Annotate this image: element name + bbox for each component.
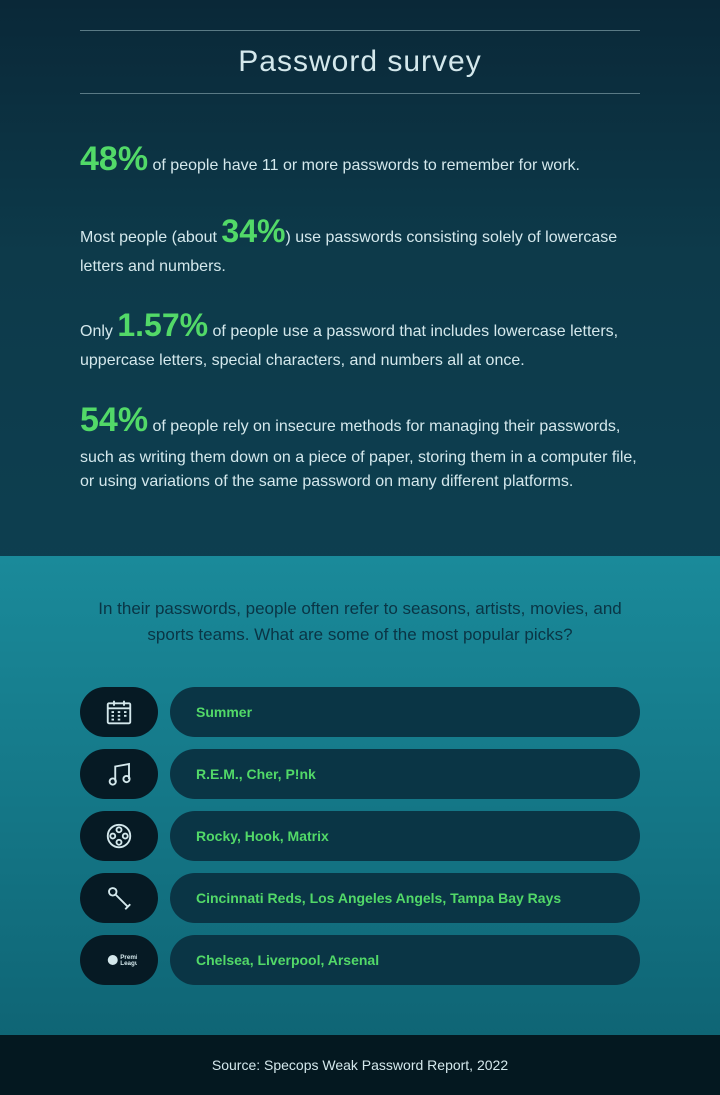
pick-label: Chelsea, Liverpool, Arsenal [170, 935, 640, 985]
picks-list: Summer R.E.M., Cher, P!nk Rocky, Hook, M… [80, 687, 640, 985]
premier-league-icon: PremierLeague [80, 935, 158, 985]
footer: Source: Specops Weak Password Report, 20… [0, 1035, 720, 1095]
pick-label: Rocky, Hook, Matrix [170, 811, 640, 861]
pick-label: R.E.M., Cher, P!nk [170, 749, 640, 799]
stat-text: of people have 11 or more passwords to r… [148, 157, 580, 174]
stats-section: 48% of people have 11 or more passwords … [0, 94, 720, 556]
pick-row: Rocky, Hook, Matrix [80, 811, 640, 861]
stat-prefix: Most people (about [80, 229, 221, 246]
stat-number: 1.57% [117, 307, 208, 343]
header-section: Password survey [0, 0, 720, 94]
film-icon [80, 811, 158, 861]
calendar-icon [80, 687, 158, 737]
stat-number: 34% [221, 213, 285, 249]
stat-number: 48% [80, 140, 148, 178]
pick-label: Summer [170, 687, 640, 737]
stat-item: 48% of people have 11 or more passwords … [80, 134, 640, 185]
stat-item: Only 1.57% of people use a password that… [80, 301, 640, 373]
stat-item: 54% of people rely on insecure methods f… [80, 395, 640, 494]
pick-row: Cincinnati Reds, Los Angeles Angels, Tam… [80, 873, 640, 923]
source-text: Source: Specops Weak Password Report, 20… [0, 1057, 720, 1073]
stat-text: of people rely on insecure methods for m… [80, 418, 637, 490]
pick-row: Summer [80, 687, 640, 737]
page-title: Password survey [80, 45, 640, 79]
title-bar: Password survey [80, 30, 640, 94]
stat-item: Most people (about 34%) use passwords co… [80, 207, 640, 279]
music-icon [80, 749, 158, 799]
svg-text:League: League [120, 960, 137, 967]
pick-label: Cincinnati Reds, Los Angeles Angels, Tam… [170, 873, 640, 923]
pick-row: PremierLeague Chelsea, Liverpool, Arsena… [80, 935, 640, 985]
baseball-icon [80, 873, 158, 923]
section-subtitle: In their passwords, people often refer t… [80, 596, 640, 647]
picks-section: In their passwords, people often refer t… [0, 556, 720, 1035]
stat-prefix: Only [80, 323, 117, 340]
pick-row: R.E.M., Cher, P!nk [80, 749, 640, 799]
infographic-container: Password survey 48% of people have 11 or… [0, 0, 720, 1020]
stat-number: 54% [80, 401, 148, 439]
